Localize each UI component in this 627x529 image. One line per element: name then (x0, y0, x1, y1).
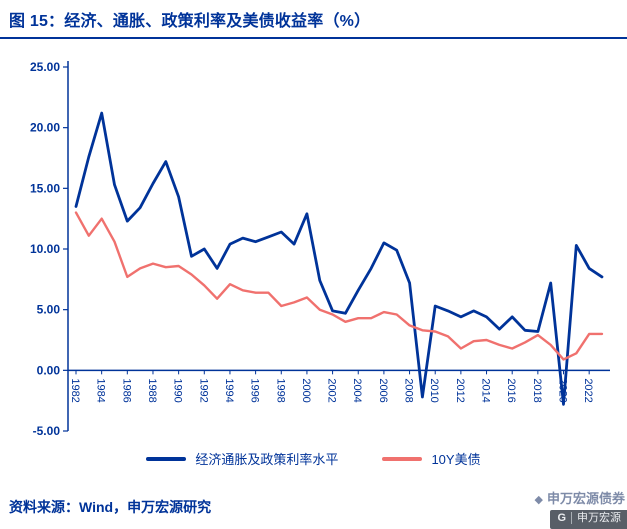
x-axis-label: 2006 (377, 378, 389, 402)
x-axis-label: 1996 (249, 378, 261, 402)
brand-diamond-icon: ◆ (534, 493, 543, 506)
watermark: ◆ 申万宏源债券 G 申万宏源 (535, 491, 627, 529)
y-axis-label: 20.00 (30, 121, 60, 135)
x-axis-label: 1982 (69, 378, 81, 402)
x-axis-label: 1994 (223, 378, 235, 402)
x-axis-label: 2012 (454, 378, 466, 402)
x-axis-label: 2018 (531, 378, 543, 402)
y-axis-label: 0.00 (37, 363, 61, 377)
x-axis-label: 1992 (197, 378, 209, 402)
x-axis-label: 2010 (428, 378, 440, 402)
brand-logo-mark: G (557, 512, 572, 525)
x-axis-label: 2016 (505, 378, 517, 402)
x-axis-label: 2004 (351, 378, 363, 402)
figure-title: 图 15：经济、通胀、政策利率及美债收益率（%） (9, 13, 371, 30)
legend-swatch (146, 456, 187, 461)
y-axis-label: 15.00 (30, 181, 60, 195)
x-axis-label: 1988 (146, 378, 158, 402)
x-axis-label: 1984 (95, 378, 107, 402)
x-axis-label: 2002 (326, 378, 338, 402)
x-axis-label: 2014 (480, 378, 492, 402)
x-axis-label: 2022 (582, 378, 594, 402)
y-axis-label: 10.00 (30, 242, 60, 256)
legend-item: 经济通胀及政策利率水平 (146, 449, 338, 468)
y-axis-label: 25.00 (30, 60, 60, 74)
series-line-0 (74, 111, 604, 406)
y-axis-label: -5.00 (33, 424, 61, 438)
x-axis-label: 1986 (120, 378, 132, 402)
watermark-brand-text: 申万宏源债券 (546, 490, 625, 506)
brand-logo: G 申万宏源 (550, 510, 627, 529)
series-line-1 (74, 211, 604, 361)
figure-header: 图 15：经济、通胀、政策利率及美债收益率（%） (0, 0, 627, 39)
legend-item: 10Y美债 (382, 449, 481, 468)
line-chart: 25.00 20.00 15.00 10.00 5.00 0.00 -5.00 1982 198… (30, 60, 610, 438)
y-axis-label: 5.00 (37, 303, 61, 317)
chart-legend: 经济通胀及政策利率水平 10Y美债 (0, 449, 627, 468)
x-axis-label: 2008 (403, 378, 415, 402)
legend-label: 经济通胀及政策利率水平 (195, 452, 339, 467)
x-axis-label: 2000 (300, 378, 312, 402)
legend-swatch (382, 456, 423, 461)
x-axis-label: 1998 (274, 378, 286, 402)
x-axis-label: 1990 (172, 378, 184, 402)
legend-label: 10Y美债 (431, 452, 481, 467)
brand-logo-text: 申万宏源 (577, 512, 621, 525)
watermark-brand: ◆ 申万宏源债券 (535, 491, 625, 508)
source-note: 资料来源：Wind，申万宏源研究 (9, 499, 212, 515)
